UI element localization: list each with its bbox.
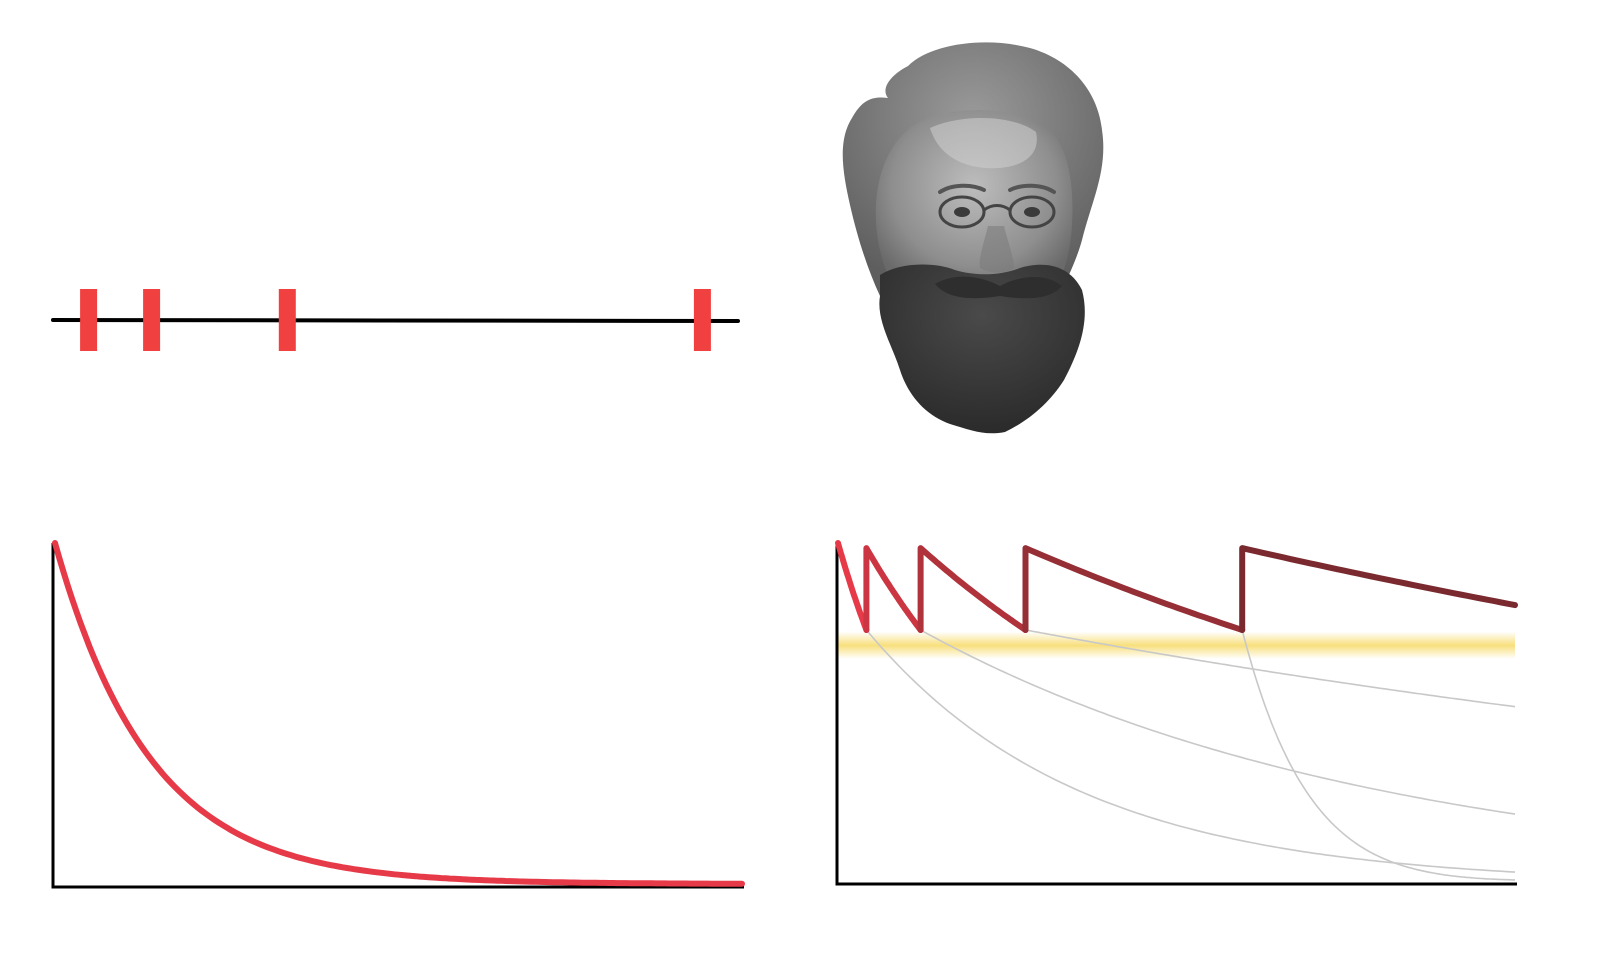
retention-segment-5: [1239, 545, 1518, 633]
portrait-beard: [879, 264, 1085, 434]
retention-threshold-band: [838, 631, 1515, 659]
review-mark-4: [693, 289, 711, 351]
faded-curve-2: [920, 629, 1516, 815]
forgetting-curve-chart: [51, 540, 745, 889]
timeline-axis: [51, 318, 740, 323]
forgetting-curve-line: [52, 540, 745, 887]
portrait-right-eye: [1024, 207, 1040, 217]
retention-segment-4: [1022, 545, 1246, 633]
portrait-brows: [938, 183, 1056, 194]
faded-curve-1: [865, 629, 1516, 873]
portrait-mustache: [935, 276, 1062, 299]
retention-segment-2: [863, 545, 924, 633]
faded-curve-4: [1241, 629, 1515, 881]
spectacles-icon: [938, 195, 1056, 229]
retention-segment-1: [835, 540, 870, 633]
review-marks: [80, 289, 711, 351]
faded-decay-curves: [865, 629, 1516, 881]
retention-segment-3: [917, 545, 1029, 633]
spaced-repetition-axes: [835, 543, 1517, 886]
review-mark-2: [143, 289, 161, 351]
bearded-man-with-spectacles-portrait: [842, 42, 1104, 434]
portrait-left-eye: [954, 207, 970, 217]
spaced-repetition-chart: [835, 540, 1518, 886]
review-timeline: [51, 289, 740, 351]
portrait-forehead-highlight: [930, 117, 1037, 169]
portrait-nose: [979, 226, 1014, 273]
review-mark-1: [80, 289, 98, 351]
faded-curve-3: [1025, 629, 1516, 708]
sawtooth-retention-curve: [835, 540, 1518, 633]
review-mark-3: [278, 289, 296, 351]
forgetting-curve-axes: [51, 543, 744, 889]
